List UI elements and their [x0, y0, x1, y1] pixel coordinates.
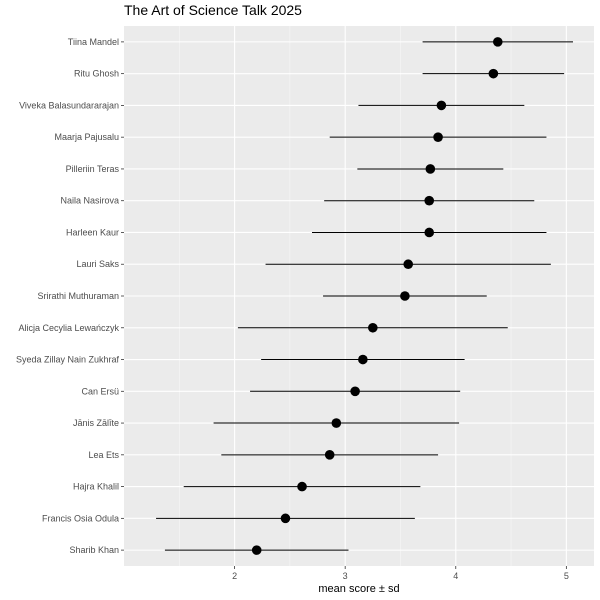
y-tick-label: Pilleriin Teras — [66, 164, 120, 174]
data-point — [433, 132, 443, 142]
x-tick-label: 2 — [232, 571, 237, 581]
data-point — [251, 545, 262, 555]
chart-title: The Art of Science Talk 2025 — [124, 2, 302, 18]
y-tick-label: Sharib Khan — [69, 545, 119, 555]
data-point — [358, 354, 368, 365]
y-tick-label: Naila Nasirova — [60, 196, 119, 206]
x-axis: 2 3 4 5 — [232, 566, 569, 581]
y-tick-label: Francis Osia Odula — [42, 513, 119, 523]
y-tick-label: Hajra Khalil — [73, 482, 119, 492]
data-point — [424, 227, 435, 238]
y-tick-label: Can Ersü — [81, 386, 119, 396]
data-point — [297, 481, 307, 492]
data-point — [400, 291, 410, 301]
y-tick-label: Viveka Balasundararajan — [19, 100, 119, 110]
x-tick-label: 5 — [564, 571, 569, 581]
data-point — [368, 322, 378, 333]
data-point — [350, 386, 360, 397]
data-point — [403, 259, 414, 270]
y-tick-label: Jānis Zālīte — [73, 418, 119, 428]
y-tick-label: Lea Ets — [88, 450, 119, 460]
y-tick-label: Ritu Ghosh — [74, 69, 119, 79]
y-tick-label: Lauri Saks — [76, 259, 119, 269]
x-tick-label: 4 — [453, 571, 458, 581]
data-point — [324, 450, 335, 460]
data-point — [425, 164, 436, 174]
y-tick-label: Maarja Pajusalu — [54, 132, 119, 142]
y-tick-label: Harleen Kaur — [66, 227, 119, 237]
y-tick-label: Alicja Cecylia Lewańczyk — [18, 323, 119, 333]
x-axis-title: mean score ± sd — [318, 583, 399, 595]
y-tick-label: Srirathi Muthuraman — [37, 291, 119, 301]
y-tick-label: Syeda Zillay Nain Zukhraf — [16, 355, 120, 365]
data-point — [492, 37, 503, 47]
data-point — [436, 100, 447, 111]
data-point — [424, 195, 435, 206]
x-tick-label: 3 — [343, 571, 348, 581]
data-point — [331, 418, 342, 428]
data-points — [251, 37, 503, 555]
data-point — [488, 68, 499, 79]
y-axis: Tiina Mandel Ritu Ghosh Viveka Balasundara… — [16, 37, 124, 555]
data-point — [280, 513, 291, 524]
y-tick-label: Tiina Mandel — [68, 37, 119, 47]
